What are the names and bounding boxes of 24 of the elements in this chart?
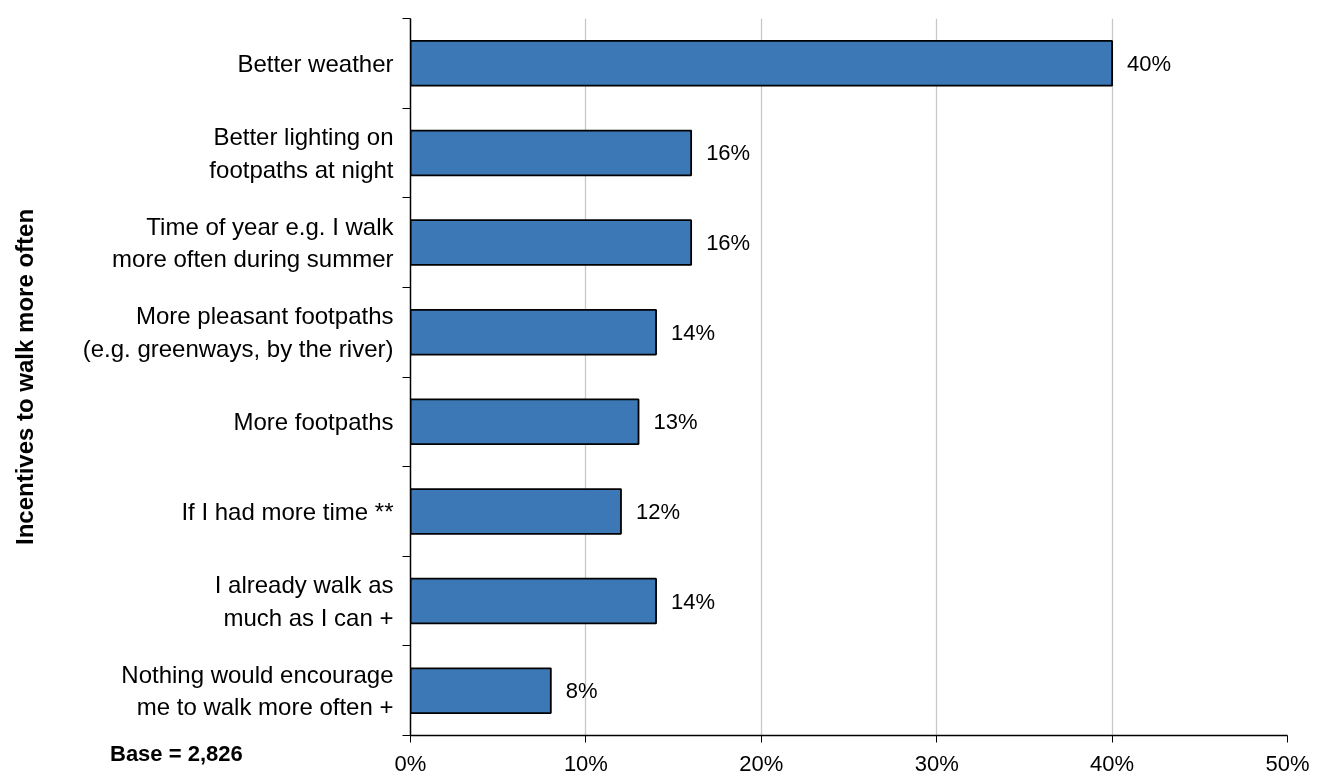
x-tick-label: 50% [1265, 750, 1310, 776]
data-label: 12% [635, 498, 681, 524]
x-tick-label: 10% [563, 750, 608, 776]
x-tick-label: 20% [739, 750, 784, 776]
y-tick-label: Better weather [237, 49, 394, 77]
y-tick-label: If I had more time ** [181, 497, 394, 525]
y-tick-label: I already walk as much as I can + [214, 571, 394, 631]
y-tick-label: Time of year e.g. I walk more often during summer [112, 212, 395, 273]
data-label: 14% [671, 319, 716, 345]
data-label: 13% [653, 409, 698, 435]
y-tick-label: Nothing would encourage me to walk more often + [121, 660, 394, 721]
y-tick-label: More pleasant footpaths (e.g. greenways, by the river) [82, 302, 394, 362]
data-label: 8% [565, 678, 598, 704]
x-tick-label: 30% [914, 750, 959, 776]
data-label: 40% [1127, 50, 1172, 76]
x-tick-label: 0% [394, 750, 427, 776]
x-tick-label: 40% [1090, 750, 1135, 776]
y-tick-label: Better lighting on footpaths at night [209, 123, 394, 183]
y-axis-title: Incentives to walk more often [10, 208, 38, 546]
data-label: 16% [706, 230, 751, 256]
data-label: 14% [671, 588, 716, 614]
data-label: 16% [706, 140, 751, 166]
y-tick-label: More footpaths [233, 408, 394, 436]
text: Base = 2,826 [110, 741, 243, 767]
